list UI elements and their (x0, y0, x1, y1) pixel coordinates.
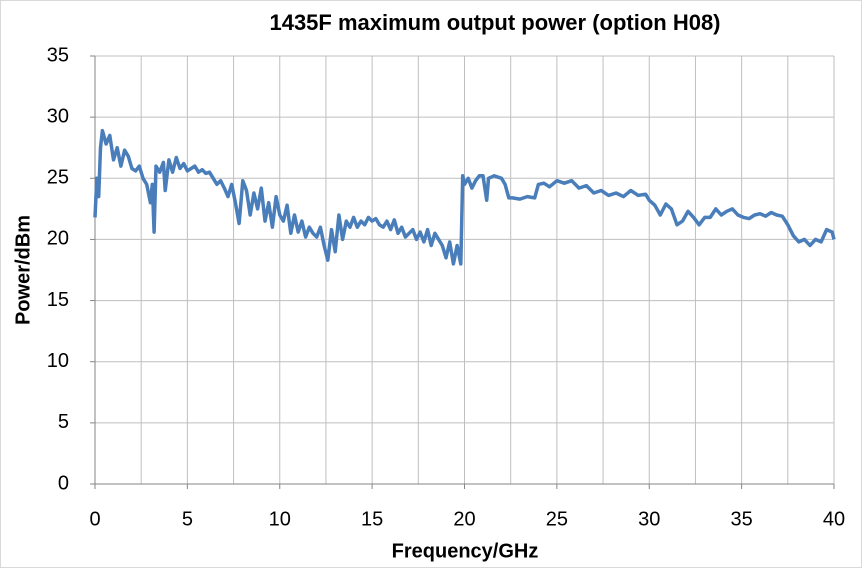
y-tick-label: 0 (58, 472, 69, 494)
x-tick-label: 30 (638, 508, 660, 530)
y-tick-label: 5 (58, 411, 69, 433)
x-tick-label: 20 (453, 508, 475, 530)
y-tick-label: 15 (47, 289, 69, 311)
y-tick-label: 20 (47, 228, 69, 250)
y-tick-label: 35 (47, 44, 69, 66)
y-tick-label: 25 (47, 167, 69, 189)
y-tick-label: 10 (47, 350, 69, 372)
chart-title: 1435F maximum output power (option H08) (269, 10, 720, 35)
x-axis-label: Frequency/GHz (392, 540, 539, 562)
x-tick-label: 25 (546, 508, 568, 530)
y-axis-label: Power/dBm (12, 215, 34, 325)
x-tick-label: 5 (182, 508, 193, 530)
x-tick-label: 10 (269, 508, 291, 530)
x-tick-label: 35 (731, 508, 753, 530)
data-line (93, 128, 836, 266)
y-tick-label: 30 (47, 105, 69, 127)
x-tick-label: 40 (823, 508, 845, 530)
x-tick-label: 0 (89, 508, 100, 530)
x-tick-label: 15 (361, 508, 383, 530)
